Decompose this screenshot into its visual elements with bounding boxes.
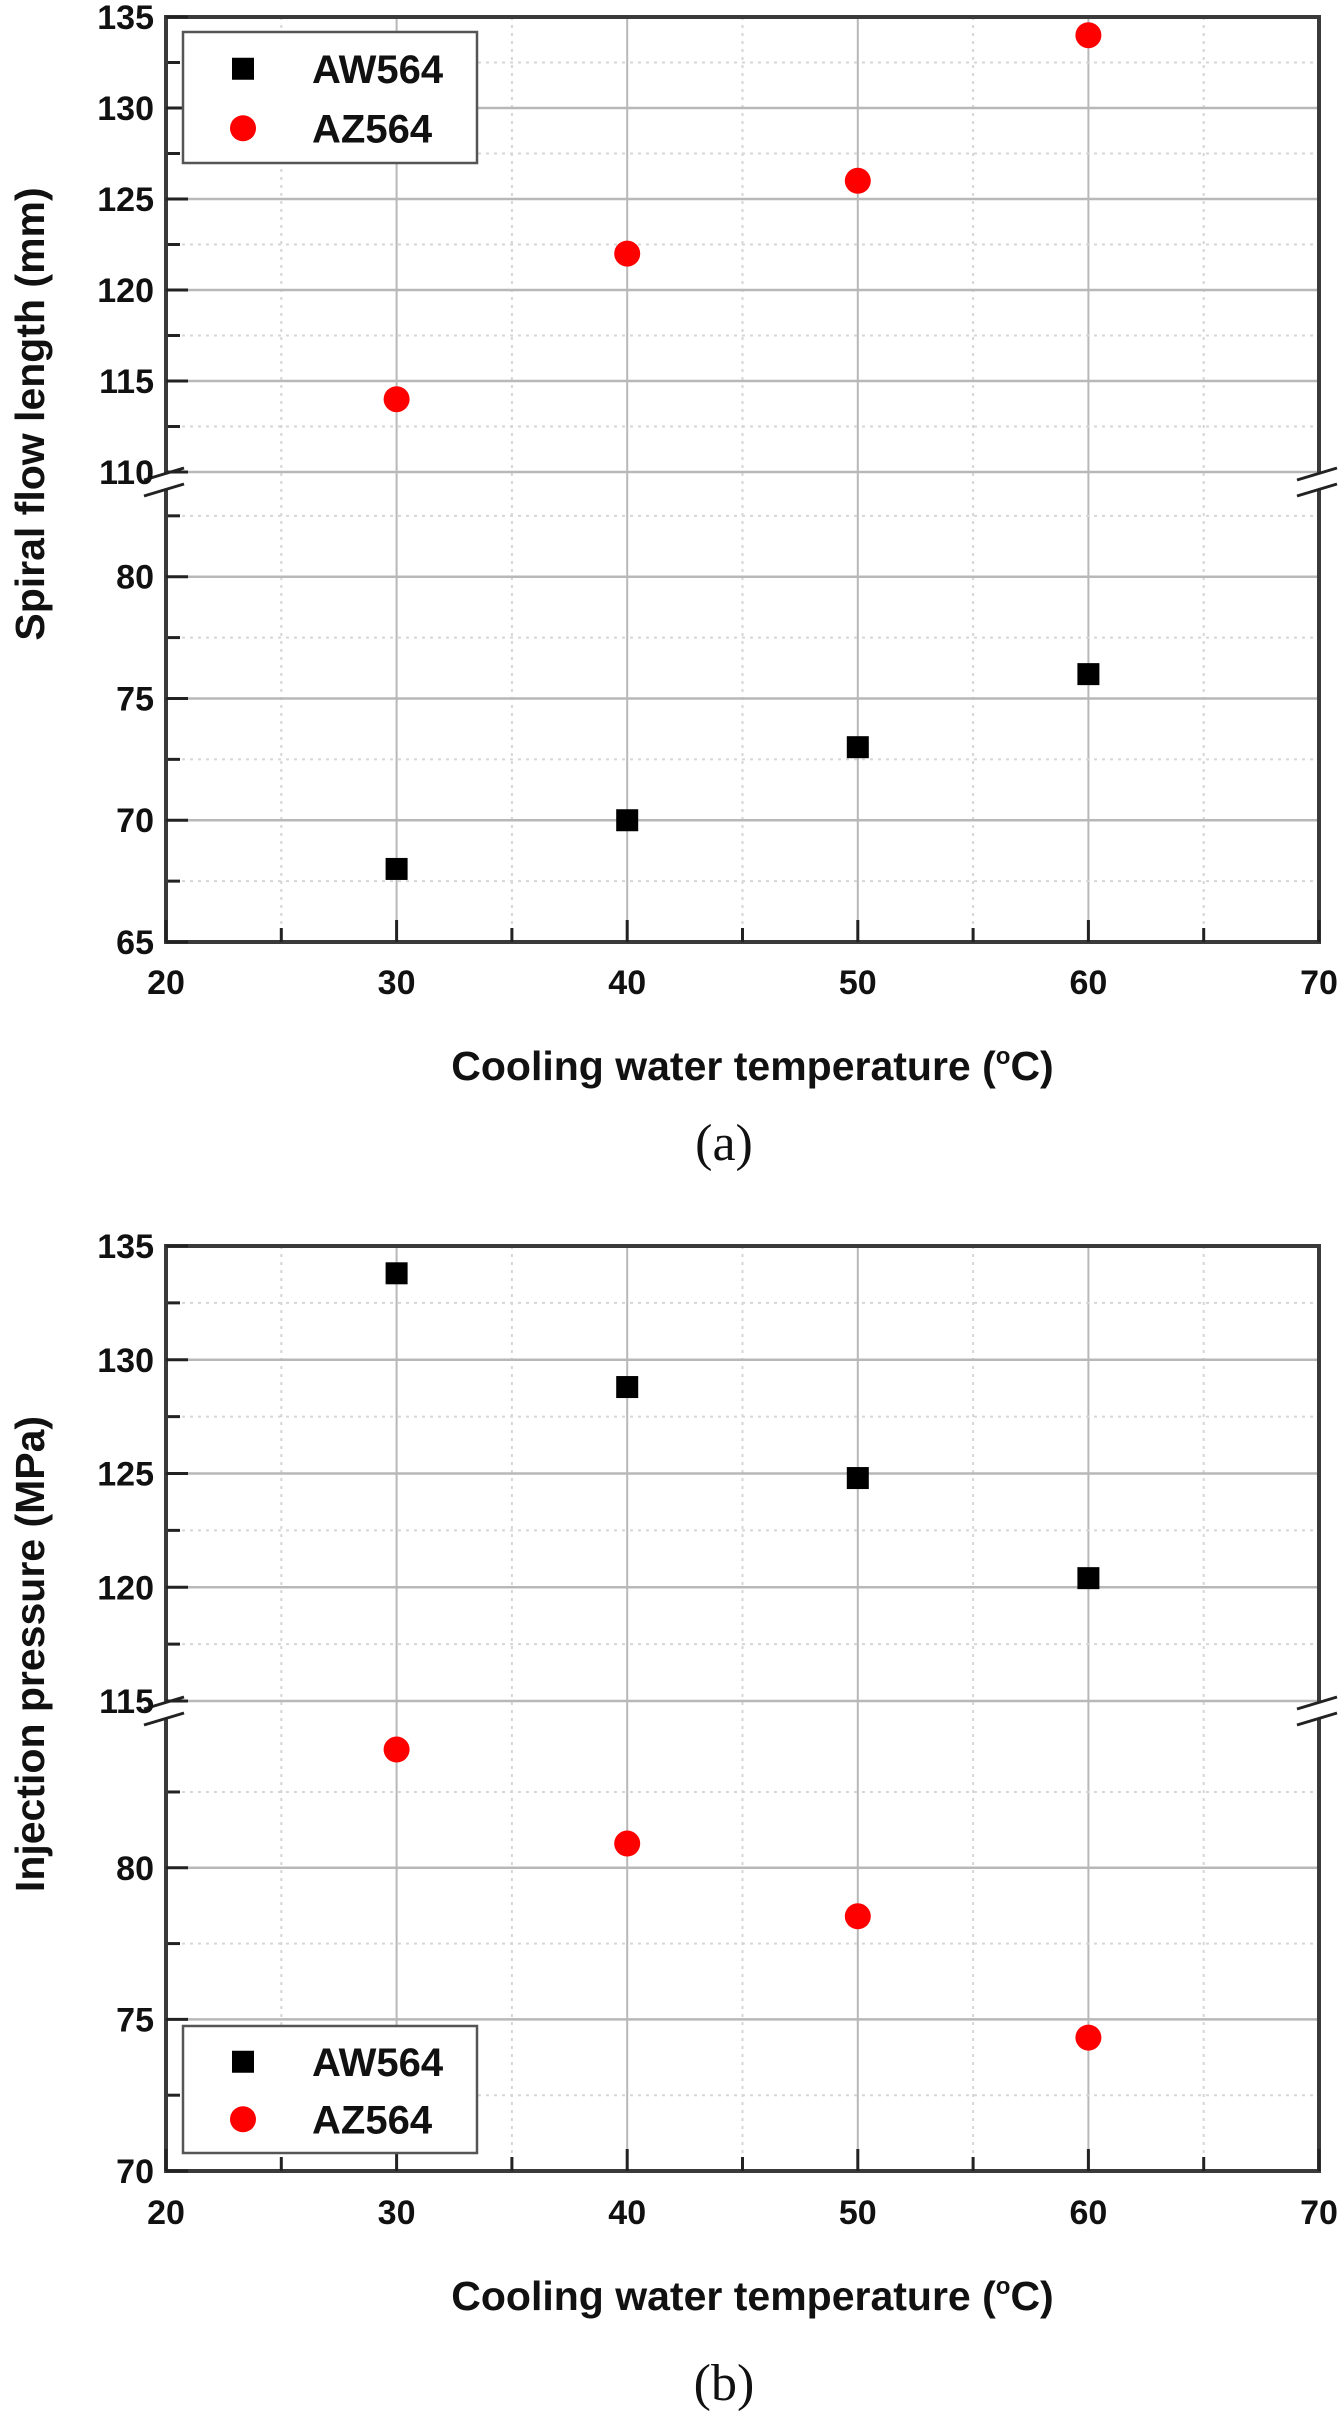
data-point-aw564: [1077, 663, 1100, 686]
legend-box: [181, 2024, 479, 2155]
x-axis-title-main: Cooling water temperature (: [451, 2273, 996, 2319]
y-axis-title: Spiral flow length (mm): [7, 187, 53, 640]
axis-break-gap: [162, 474, 170, 490]
axis-break-mark: [143, 466, 185, 482]
x-tick-label: 50: [839, 2194, 877, 2232]
chart-a-spiral-flow-length: 20 30 40 50 60 70 65 70 75 80 110 115 120 125 130 135 Co…: [7, 0, 1338, 1172]
data-point-az564: [844, 1903, 871, 1930]
x-tick-label: 70: [1300, 2194, 1338, 2232]
legend-label: AW564: [312, 48, 444, 92]
x-tick-label: 40: [608, 964, 646, 1002]
y-tick-label: 120: [97, 272, 154, 310]
y-tick-label: 70: [116, 802, 154, 840]
y-tick-label: 80: [116, 559, 154, 597]
legend-marker-square-icon: [232, 57, 254, 80]
x-axis-title-degree: o: [996, 1043, 1011, 1070]
data-point-aw564: [846, 1467, 869, 1490]
data-point-az564: [1075, 22, 1102, 49]
y-tick-label: 65: [116, 924, 154, 962]
x-tick-label: 40: [608, 2194, 646, 2232]
x-tick-label: 30: [378, 964, 416, 1002]
y-tick-label: 75: [116, 680, 154, 718]
y-axis-title: Injection pressure (MPa): [7, 1416, 53, 1892]
x-axis-title-main: Cooling water temperature (: [451, 1043, 996, 1089]
data-point-az564: [614, 1830, 641, 1857]
panel-caption: (b): [694, 2355, 755, 2412]
data-point-az564: [844, 167, 871, 194]
axis-break-mark: [143, 482, 185, 498]
data-point-az564: [383, 1736, 410, 1763]
axis-break-gap: [1315, 1703, 1323, 1719]
y-tick-label: 135: [97, 0, 154, 37]
x-axis-title-unit: C): [1010, 1043, 1053, 1089]
axis-break-mark: [1296, 1711, 1338, 1727]
data-point-az564: [614, 240, 641, 267]
legend-box: [181, 30, 479, 165]
data-point-aw564: [616, 1376, 639, 1399]
panel-caption: (a): [695, 1115, 753, 1172]
chart-b-injection-pressure: 20 30 40 50 60 70 70 75 80 115 120 125 130 135 Cooling…: [7, 1228, 1338, 2412]
y-tick-label: 115: [99, 1683, 154, 1721]
y-tick-label: 70: [116, 2153, 154, 2191]
y-tick-label: 130: [97, 1342, 154, 1380]
x-tick-label: 20: [147, 2194, 185, 2232]
data-point-aw564: [616, 809, 639, 832]
axis-break-mark: [1296, 482, 1338, 498]
x-tick-label: 50: [839, 964, 877, 1002]
y-tick-label: 80: [116, 1850, 154, 1888]
legend: AW564 AZ564: [181, 2024, 479, 2155]
data-point-aw564: [385, 857, 408, 880]
y-tick-label: 125: [97, 1456, 154, 1494]
y-tick-label: 125: [97, 181, 154, 219]
data-point-az564: [1075, 2024, 1102, 2051]
y-tick-label: 115: [99, 363, 154, 401]
data-point-aw564: [385, 1262, 408, 1285]
x-tick-label: 30: [378, 2194, 416, 2232]
data-point-az564: [383, 386, 410, 413]
x-axis-title-degree: o: [996, 2273, 1011, 2300]
y-tick-label: 75: [116, 2001, 154, 2039]
axis-break-mark: [1296, 466, 1338, 482]
legend-label: AW564: [312, 2041, 444, 2085]
x-axis-title-unit: C): [1010, 2273, 1053, 2319]
y-tick-label: 120: [97, 1569, 154, 1607]
x-tick-label: 60: [1069, 2194, 1107, 2232]
legend-marker-square-icon: [232, 2050, 254, 2073]
x-tick-label: 70: [1300, 964, 1338, 1002]
x-tick-label: 20: [147, 964, 185, 1002]
y-tick-label: 130: [97, 90, 154, 128]
y-tick-label: 110: [99, 454, 154, 492]
x-axis-title: Cooling water temperature (oC): [451, 1043, 1053, 1089]
legend-label: AZ564: [312, 2098, 433, 2142]
x-axis-title: Cooling water temperature (oC): [451, 2273, 1053, 2319]
legend-label: AZ564: [312, 107, 433, 151]
data-point-aw564: [846, 736, 869, 759]
axis-break-mark: [1296, 1695, 1338, 1711]
y-tick-label: 135: [97, 1228, 154, 1266]
axis-break-mark: [143, 1711, 185, 1727]
data-point-aw564: [1077, 1567, 1100, 1590]
axis-break-gap: [162, 1703, 170, 1719]
axis-break-mark: [143, 1695, 185, 1711]
legend: AW564 AZ564: [181, 30, 479, 165]
axis-break-gap: [1315, 474, 1323, 490]
x-tick-label: 60: [1069, 964, 1107, 1002]
legend-marker-circle-icon: [230, 115, 256, 142]
legend-marker-circle-icon: [230, 2106, 256, 2133]
